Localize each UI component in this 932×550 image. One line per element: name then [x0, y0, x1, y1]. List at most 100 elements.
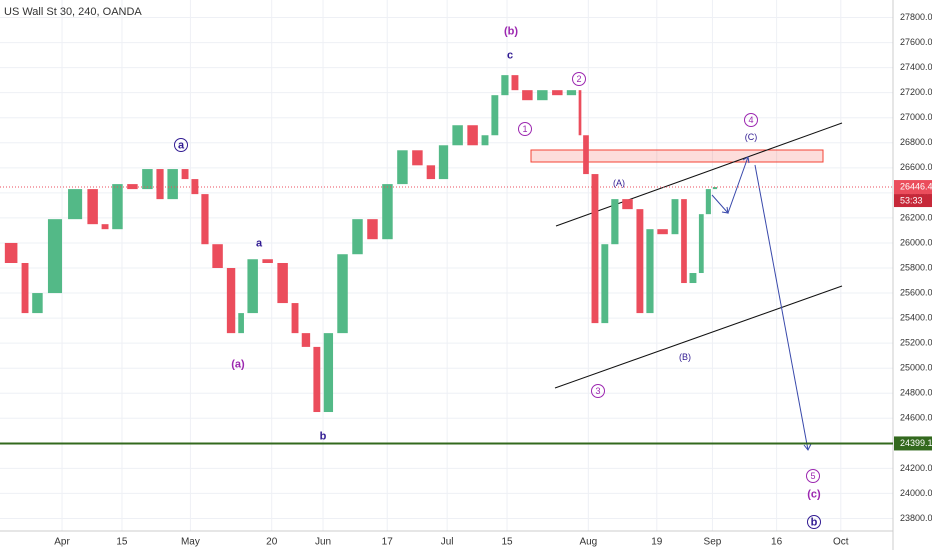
- candle: [681, 199, 687, 284]
- candle: [47, 219, 63, 294]
- y-tick-label: 27800.0: [900, 12, 932, 22]
- candle: [591, 174, 599, 324]
- arrow-head: [721, 206, 729, 214]
- y-tick-label: 27400.0: [900, 62, 932, 72]
- candle: [201, 194, 209, 245]
- candle: [601, 244, 609, 324]
- candle: [712, 187, 718, 190]
- candle: [367, 219, 378, 240]
- wave-label: a: [178, 139, 185, 151]
- wave-label: 4: [748, 115, 753, 125]
- y-tick-label: 27600.0: [900, 37, 932, 47]
- candle: [226, 268, 236, 334]
- candle: [452, 125, 463, 146]
- projection-arrow: [754, 164, 809, 451]
- candle: [301, 333, 311, 347]
- x-tick-label: Apr: [54, 537, 70, 548]
- wave-label: a: [256, 237, 263, 249]
- candle: [537, 90, 548, 101]
- candle: [501, 75, 509, 96]
- y-tick-label: 24200.0: [900, 463, 932, 473]
- wave-label: (a): [231, 358, 245, 370]
- y-tick-label: 25800.0: [900, 262, 932, 272]
- last-price-label: 26446.4: [900, 181, 932, 191]
- candle: [212, 244, 223, 269]
- wave-label: 3: [595, 386, 600, 396]
- candle: [412, 150, 423, 166]
- wave-label: 2: [576, 74, 581, 84]
- candle: [583, 135, 589, 175]
- candle: [611, 199, 619, 245]
- x-tick-label: 17: [382, 537, 394, 548]
- candle: [4, 242, 18, 263]
- candle: [262, 259, 273, 263]
- candle: [191, 179, 199, 195]
- y-tick-label: 24600.0: [900, 413, 932, 423]
- candle: [32, 293, 43, 314]
- candle: [467, 125, 478, 146]
- wave-circle: [174, 138, 188, 152]
- candle: [578, 90, 582, 136]
- y-tick-label: 24000.0: [900, 488, 932, 498]
- candle: [112, 184, 123, 230]
- wave-label: (c): [807, 488, 821, 500]
- channel-lower: [554, 285, 843, 389]
- wave-label: 5: [810, 471, 815, 481]
- x-tick-label: 16: [771, 537, 783, 548]
- y-tick-label: 26000.0: [900, 237, 932, 247]
- candle: [277, 262, 288, 304]
- wave-circle: [744, 113, 758, 127]
- candle: [689, 273, 697, 284]
- wave-label: (A): [613, 178, 625, 188]
- y-tick-label: 23800.0: [900, 513, 932, 523]
- candle: [87, 189, 98, 225]
- x-tick-label: 15: [501, 537, 513, 548]
- annotations: (b) c a a (a) b 1 2 3 4 (C) (A) (B) 5 (c) b: [174, 25, 821, 529]
- y-tick-label: 26200.0: [900, 212, 932, 222]
- candle: [68, 189, 83, 220]
- candle: [238, 313, 244, 334]
- last-price-tag: [894, 180, 932, 195]
- x-tick-label: 20: [266, 537, 278, 548]
- y-tick-label: 24800.0: [900, 388, 932, 398]
- y-tick-label: 27000.0: [900, 112, 932, 122]
- wave-label: (B): [679, 352, 691, 362]
- candles: [4, 75, 718, 413]
- countdown-tag: [894, 194, 932, 208]
- candle: [247, 259, 258, 314]
- resistance-zone: [530, 149, 824, 163]
- candle: [313, 346, 321, 413]
- x-tick-label: 19: [651, 537, 663, 548]
- wave-circle: [572, 72, 586, 86]
- candle: [491, 95, 499, 136]
- y-tick-label: 25600.0: [900, 287, 932, 297]
- candle: [156, 169, 164, 200]
- candle: [636, 209, 644, 314]
- wave-label: (b): [504, 25, 518, 37]
- x-tick-label: Jun: [315, 537, 331, 548]
- countdown-label: 53:33: [900, 195, 923, 205]
- candle: [438, 145, 449, 180]
- candle: [646, 229, 654, 314]
- candle: [426, 165, 436, 180]
- level-label: 24399.1: [900, 438, 932, 448]
- candle: [352, 219, 363, 255]
- candle: [705, 189, 711, 215]
- x-tick-label: Aug: [579, 537, 597, 548]
- candle: [291, 303, 299, 334]
- candle: [382, 184, 393, 240]
- wave-label: b: [320, 430, 327, 442]
- candle: [511, 75, 519, 91]
- candle: [622, 199, 633, 210]
- candle: [142, 169, 153, 190]
- candle: [167, 169, 178, 200]
- candle: [671, 199, 679, 235]
- level-tag: [894, 436, 932, 451]
- y-tick-label: 25200.0: [900, 338, 932, 348]
- y-tick-label: 26600.0: [900, 162, 932, 172]
- wave-label: b: [811, 516, 818, 528]
- candle: [337, 254, 348, 334]
- candle: [481, 135, 489, 146]
